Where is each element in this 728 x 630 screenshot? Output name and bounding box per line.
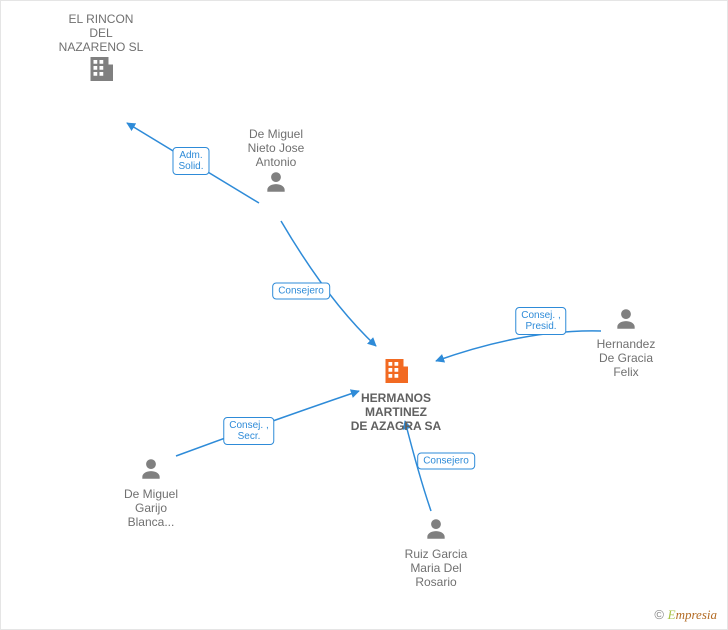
node-label: EL RINCON DEL NAZARENO SL (41, 12, 161, 54)
edge-label-4: Consejero (417, 453, 475, 470)
node-label: HERMANOS MARTINEZ DE AZAGRA SA (336, 391, 456, 433)
person-icon (263, 169, 289, 198)
node-label: Ruiz Garcia Maria Del Rosario (376, 547, 496, 589)
edge-label-3: Consej. , Secr. (223, 417, 274, 445)
node-label: De Miguel Garijo Blanca... (91, 487, 211, 529)
brand-name: Empresia (668, 607, 717, 622)
node-demiguelG[interactable]: De Miguel Garijo Blanca... (91, 456, 211, 529)
node-label: Hernandez De Gracia Felix (566, 337, 686, 379)
node-central[interactable]: HERMANOS MARTINEZ DE AZAGRA SA (336, 356, 456, 433)
node-label: De Miguel Nieto Jose Antonio (216, 127, 336, 169)
copyright-symbol: © (654, 607, 664, 622)
node-ruiz[interactable]: Ruiz Garcia Maria Del Rosario (376, 516, 496, 589)
person-icon (613, 306, 639, 335)
edge-label-1: Consejero (272, 283, 330, 300)
person-icon (138, 456, 164, 485)
node-demiguelN[interactable]: De Miguel Nieto Jose Antonio (216, 125, 336, 198)
diagram-stage: Adm. Solid. Consejero Consej. , Presid. Con… (0, 0, 728, 630)
node-rincon[interactable]: EL RINCON DEL NAZARENO SL (41, 10, 161, 87)
building-icon (381, 356, 411, 389)
person-icon (423, 516, 449, 545)
watermark: © Empresia (654, 607, 717, 623)
node-hernandez[interactable]: Hernandez De Gracia Felix (566, 306, 686, 379)
building-icon (86, 54, 116, 87)
edge-label-0: Adm. Solid. (172, 147, 209, 175)
edge-label-2: Consej. , Presid. (515, 307, 566, 335)
